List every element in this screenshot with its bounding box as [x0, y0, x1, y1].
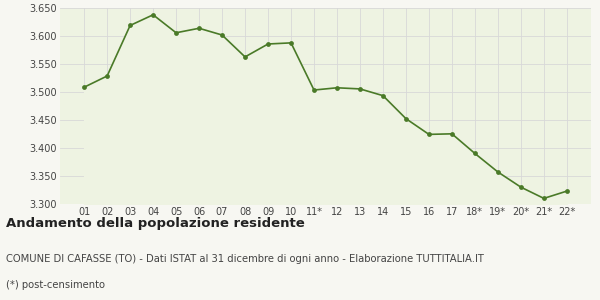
Point — [125, 23, 135, 28]
Point — [355, 86, 365, 91]
Point — [332, 85, 342, 90]
Point — [378, 93, 388, 98]
Point — [424, 132, 434, 137]
Point — [401, 116, 411, 121]
Point — [148, 12, 158, 17]
Point — [103, 74, 112, 78]
Point — [447, 131, 457, 136]
Point — [194, 26, 204, 31]
Point — [171, 30, 181, 35]
Point — [263, 42, 273, 46]
Point — [240, 55, 250, 59]
Point — [309, 88, 319, 92]
Point — [562, 189, 572, 194]
Text: (*) post-censimento: (*) post-censimento — [6, 280, 105, 290]
Point — [217, 33, 227, 38]
Point — [493, 169, 503, 174]
Point — [470, 151, 480, 156]
Point — [516, 185, 526, 190]
Point — [79, 85, 89, 90]
Point — [539, 196, 548, 201]
Text: Andamento della popolazione residente: Andamento della popolazione residente — [6, 218, 305, 230]
Text: COMUNE DI CAFASSE (TO) - Dati ISTAT al 31 dicembre di ogni anno - Elaborazione T: COMUNE DI CAFASSE (TO) - Dati ISTAT al 3… — [6, 254, 484, 263]
Point — [286, 40, 296, 45]
